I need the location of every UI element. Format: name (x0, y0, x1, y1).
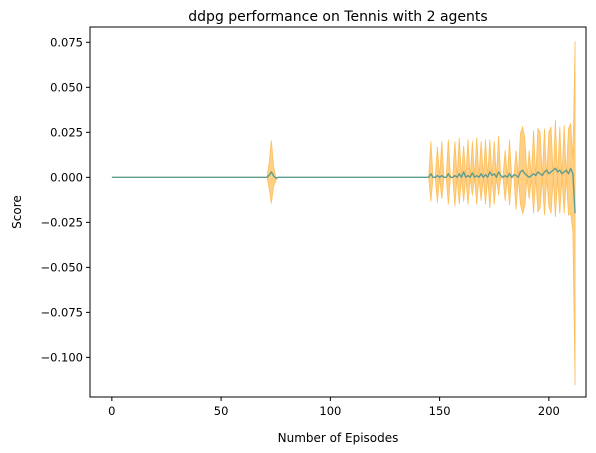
mean-score-line (111, 167, 576, 214)
y-tick-label: 0.050 (50, 80, 83, 94)
chart-title: ddpg performance on Tennis with 2 agents (188, 9, 487, 25)
x-tick-label: 0 (108, 404, 115, 418)
y-axis-label: Score (10, 195, 24, 229)
x-tick-label: 200 (538, 404, 560, 418)
plot-frame (89, 26, 587, 398)
y-tick-label: −0.075 (40, 305, 83, 319)
x-tick-label: 100 (319, 404, 341, 418)
y-tick-label: −0.025 (40, 215, 83, 229)
y-tick-label: −0.050 (40, 260, 83, 274)
y-axis: 0.075 0.050 0.025 0.000 −0.025 −0.050 −0.075 −0… (40, 35, 90, 364)
plot-area (111, 41, 576, 386)
x-tick-label: 150 (429, 404, 451, 418)
x-axis: 0 50 100 150 200 (108, 397, 560, 418)
x-axis-label: Number of Episodes (278, 431, 399, 445)
y-tick-label: 0.000 (50, 170, 83, 184)
x-tick-label: 50 (214, 404, 229, 418)
score-range-band (111, 41, 576, 386)
y-tick-label: 0.075 (50, 35, 83, 49)
y-tick-label: 0.025 (50, 125, 83, 139)
y-tick-label: −0.100 (40, 350, 83, 364)
